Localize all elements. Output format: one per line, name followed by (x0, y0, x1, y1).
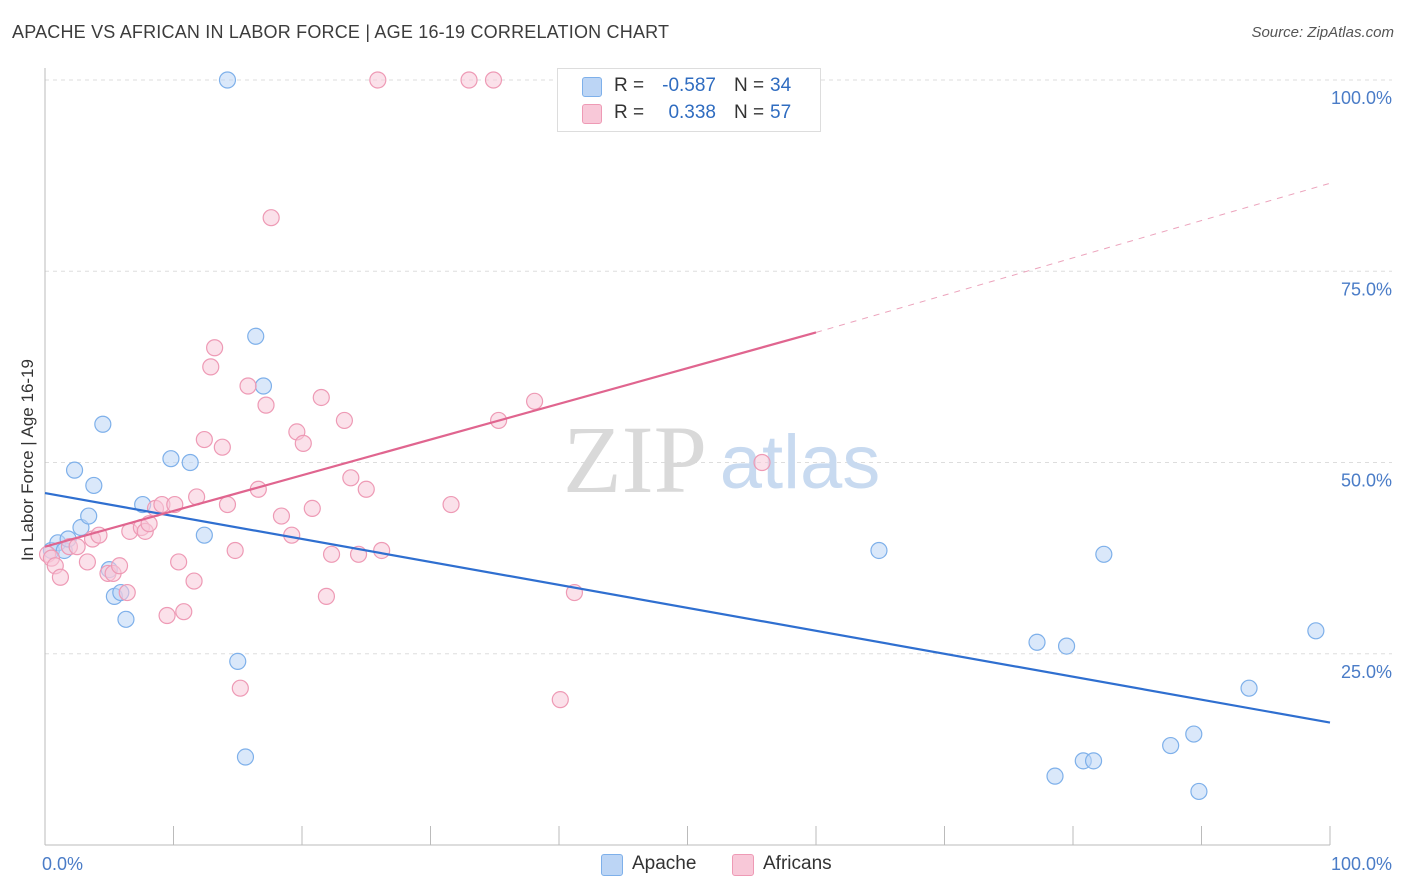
apache-point (195, 526, 213, 544)
africans-point (551, 691, 569, 709)
africans-point (442, 495, 460, 514)
africans-point (312, 388, 330, 407)
apache-point (94, 415, 112, 433)
africans-point (175, 603, 193, 621)
africans-point (118, 583, 136, 602)
apache-point (85, 476, 103, 495)
africans-point (231, 679, 249, 697)
apache-point (1057, 637, 1076, 655)
apache-point (1046, 767, 1064, 785)
africans-point (303, 499, 321, 517)
africans-point (158, 606, 176, 625)
data-points (38, 71, 1325, 801)
chart-title: APACHE VS AFRICAN IN LABOR FORCE | AGE 1… (12, 22, 670, 42)
africans-point (213, 438, 231, 456)
apache-n-value: 34 (770, 75, 792, 96)
legend-row-apache: R = -0.587 N = 34 (558, 73, 820, 99)
africans-point (322, 545, 341, 563)
africans-point (218, 495, 237, 514)
africans-point (753, 453, 771, 472)
africans-point (484, 71, 503, 89)
africans-point (460, 71, 478, 89)
africans-point (357, 480, 375, 498)
africans-point (68, 538, 86, 556)
apache-point (80, 507, 98, 525)
tick-labels: 25.0% 50.0% 75.0% 100.0% 0.0% 100.0% (42, 88, 1392, 874)
n-label: N = (734, 75, 765, 96)
apache-point (254, 377, 273, 395)
series-legend: Apache Africans (0, 852, 1406, 878)
apache-point (181, 453, 199, 472)
africans-point (170, 553, 188, 571)
y-tick-label: 100.0% (1331, 88, 1392, 108)
apache-point (1190, 782, 1208, 801)
apache-point (1307, 622, 1325, 640)
apache-point (162, 450, 180, 468)
source-label: Source: ZipAtlas.com (1251, 24, 1394, 41)
n-label: N = (734, 102, 765, 123)
apache-legend-swatch (601, 854, 623, 876)
africans-point (373, 541, 391, 560)
africans-point (110, 557, 129, 575)
africans-n-value: 57 (770, 102, 792, 123)
africans-trend-line (44, 331, 817, 548)
watermark-atlas: atlas (720, 420, 881, 505)
y-axis-label: In Labor Force | Age 16-19 (18, 359, 37, 561)
r-label: R = (614, 75, 645, 96)
africans-point (206, 339, 224, 357)
axes (44, 68, 1331, 846)
africans-r-value: 0.338 (668, 102, 716, 123)
watermark: ZIP atlas (563, 406, 880, 513)
africans-swatch (582, 104, 602, 124)
africans-point (202, 358, 220, 376)
africans-point (262, 209, 280, 227)
x-tick-label: 100.0% (1331, 854, 1392, 874)
africans-point (51, 568, 70, 586)
apache-legend-label: Apache (632, 853, 697, 874)
apache-point (1185, 725, 1203, 743)
y-tick-label: 50.0% (1341, 471, 1392, 491)
africans-point (195, 430, 213, 449)
apache-point (1240, 679, 1258, 697)
africans-point (294, 434, 312, 452)
africans-trend-extension (815, 182, 1331, 333)
grid-lines (45, 79, 1392, 655)
africans-point (78, 553, 97, 571)
africans-point (239, 377, 257, 395)
apache-point (218, 71, 237, 89)
apache-point (236, 748, 255, 766)
apache-point (870, 541, 888, 560)
africans-point (369, 71, 387, 89)
africans-point (335, 411, 354, 430)
trend-lines (44, 182, 1331, 724)
y-tick-label: 25.0% (1341, 662, 1392, 682)
apache-point (1028, 633, 1046, 651)
africans-point (257, 396, 275, 414)
africans-point (525, 392, 544, 410)
legend-row-africans: R = 0.338 N = 57 (558, 100, 820, 126)
africans-point (226, 541, 244, 560)
r-label: R = (614, 102, 645, 123)
apache-point (1162, 736, 1180, 755)
y-tick-label: 75.0% (1341, 279, 1392, 299)
apache-point (1084, 752, 1103, 770)
apache-point (229, 652, 247, 671)
watermark-zip: ZIP (563, 406, 707, 513)
africans-point (272, 507, 291, 525)
africans-point (185, 572, 203, 590)
apache-point (247, 327, 265, 345)
africans-legend-swatch (732, 854, 754, 876)
apache-point (1095, 545, 1113, 563)
africans-point (317, 587, 336, 605)
correlation-legend: R = -0.587 N = 34 R = 0.338 N = 57 (557, 68, 821, 132)
apache-r-value: -0.587 (662, 75, 716, 96)
apache-point (65, 461, 84, 479)
x-tick-label: 0.0% (42, 854, 83, 874)
apache-swatch (582, 77, 602, 97)
africans-point (342, 469, 360, 487)
apache-point (117, 610, 135, 628)
apache-trend-line (44, 492, 1331, 724)
africans-legend-label: Africans (763, 853, 832, 874)
